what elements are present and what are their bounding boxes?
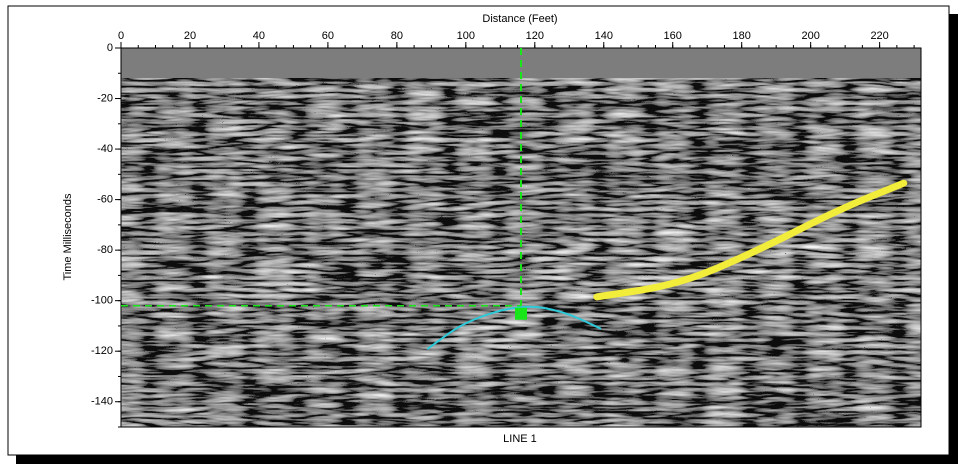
y-tick-label: -20 bbox=[97, 92, 113, 104]
x-tick-label: 0 bbox=[118, 30, 124, 42]
y-tick-label: -40 bbox=[97, 143, 113, 155]
plot-area bbox=[121, 48, 921, 427]
x-tick-label: 100 bbox=[457, 30, 475, 42]
y-tick-label: -80 bbox=[97, 244, 113, 256]
footer-label: LINE 1 bbox=[503, 433, 537, 445]
crosshair-point bbox=[515, 308, 527, 320]
y-tick-label: -60 bbox=[97, 194, 113, 206]
x-tick-label: 20 bbox=[184, 30, 196, 42]
y-tick-label: -120 bbox=[91, 345, 113, 357]
x-tick-label: 120 bbox=[526, 30, 544, 42]
y-tick-label: 0 bbox=[107, 42, 113, 54]
x-tick-label: 220 bbox=[870, 30, 888, 42]
y-tick-label: -140 bbox=[91, 396, 113, 408]
y-axis-title: Time Milliseconds bbox=[62, 193, 74, 281]
x-tick-label: 200 bbox=[801, 30, 819, 42]
x-tick-label: 40 bbox=[253, 30, 265, 42]
y-tick-label: -100 bbox=[91, 295, 113, 307]
x-tick-label: 140 bbox=[595, 30, 613, 42]
x-tick-label: 180 bbox=[733, 30, 751, 42]
x-tick-label: 160 bbox=[664, 30, 682, 42]
x-tick-label: 60 bbox=[322, 30, 334, 42]
x-axis-title: Distance (Feet) bbox=[482, 13, 557, 25]
chart: Distance (Feet) Time Milliseconds LINE 1… bbox=[0, 0, 967, 472]
x-tick-label: 80 bbox=[391, 30, 403, 42]
